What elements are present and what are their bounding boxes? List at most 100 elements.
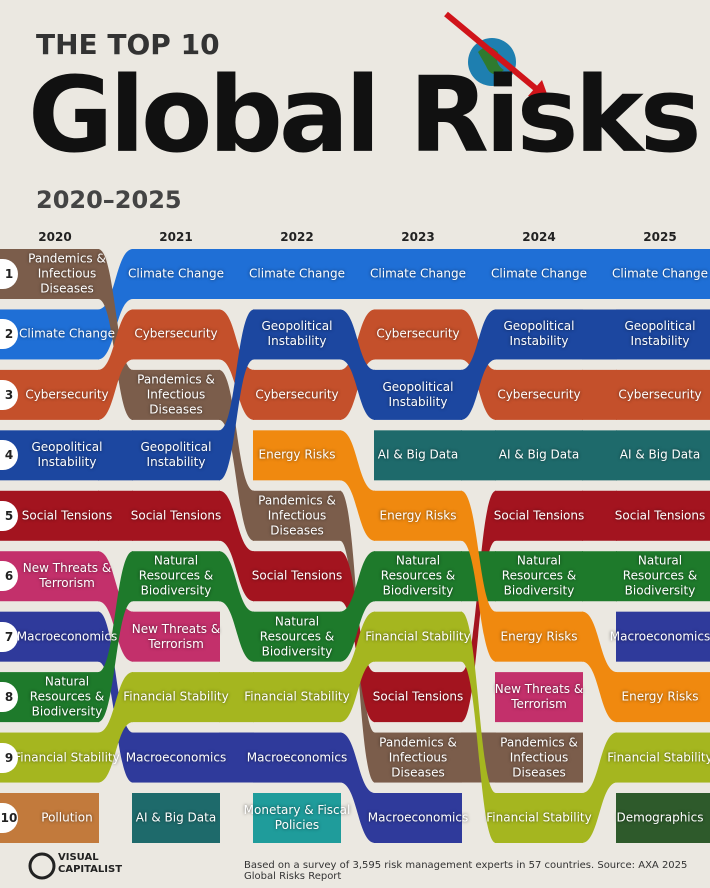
risk-label: Geopolitical Instability [382,379,454,409]
risk-connector [582,732,617,843]
risk-cell [616,369,710,420]
risk-label: Cybersecurity [25,387,109,402]
y-tick-label: 4 [0,440,18,471]
risk-label: Social Tensions [372,689,464,704]
y-tick-label: 7 [0,621,18,652]
globe-icon [444,11,550,102]
risk-label: Geopolitical Instability [624,319,696,349]
risk-label: Financial Stability [365,629,471,644]
risk-label: Pandemics & Infectious Diseases [258,493,336,538]
risk-connector [461,490,496,662]
risk-label: Social Tensions [251,568,343,583]
risk-connector [98,672,133,783]
risk-connector [582,551,617,602]
risk-connector [98,249,133,360]
risk-label: Energy Risks [379,508,457,523]
y-tick-label: 5 [0,500,18,531]
risk-cell [374,793,462,843]
y-tick-label: 6 [0,561,18,592]
risk-cell [374,309,462,360]
risk-label: Financial Stability [244,689,350,704]
risk-cell [495,249,583,299]
risk-connector [340,249,375,299]
risk-label: Social Tensions [130,508,222,523]
risk-connector [461,249,496,299]
y-tick-label: 9 [0,742,18,773]
risk-cell [616,551,710,602]
risk-connector [219,309,254,481]
risk-cell [616,249,710,299]
risk-connector [219,249,254,299]
risk-connector [98,551,133,723]
risk-label: Cybersecurity [497,387,581,402]
risk-cell [132,551,220,602]
risk-label: Climate Change [128,266,224,281]
risk-cell [253,732,341,783]
risk-cell [374,490,462,541]
risk-label: Climate Change [19,326,115,341]
risk-label: Geopolitical Instability [31,440,103,470]
risk-cell [374,672,462,723]
risk-label: New Threats & Terrorism [131,621,221,651]
risk-label: Macroeconomics [246,750,348,765]
risk-connector [340,551,375,662]
risk-label: Social Tensions [21,508,113,523]
risk-connector [219,732,254,783]
risk-cell [132,793,220,843]
risk-label: Geopolitical Instability [261,319,333,349]
risk-cell [132,309,220,360]
risk-label: AI & Big Data [377,447,459,462]
risk-label: Financial Stability [486,810,592,825]
x-tick-label: 2023 [401,230,435,244]
risk-cell [132,430,220,481]
risk-label: Social Tensions [493,508,585,523]
risk-connector [582,249,617,299]
risk-label: Social Tensions [614,508,706,523]
x-tick-label: 2024 [522,230,556,244]
risk-label: Natural Resources & Biodiversity [259,614,335,659]
risk-label: Monetary & Fiscal Policies [243,803,351,832]
x-tick-label: 2021 [159,230,193,244]
risk-cell [253,490,341,541]
risk-cell [495,611,583,662]
risk-cell [616,611,710,662]
risk-label: Natural Resources & Biodiversity [380,553,456,598]
risk-label: Financial Stability [14,750,120,765]
risk-label: Natural Resources & Biodiversity [501,553,577,598]
risk-connector [461,309,496,420]
risk-connector [98,490,133,541]
risk-label: Pandemics & Infectious Diseases [137,372,215,417]
x-tick-label: 2020 [38,230,72,244]
risk-label: Energy Risks [621,689,699,704]
risk-label: Geopolitical Instability [140,440,212,470]
risk-cell [132,611,220,662]
risk-label: Financial Stability [607,750,710,765]
risk-connector [219,309,254,420]
risk-label: Macroeconomics [125,750,227,765]
risk-label: Geopolitical Instability [503,319,575,349]
risk-label: AI & Big Data [619,447,701,462]
risk-label: AI & Big Data [135,810,217,825]
risk-label: Pandemics & Infectious Diseases [28,251,106,296]
risk-cell [253,309,341,360]
risk-connector [340,430,375,541]
y-tick-label: 2 [0,319,18,350]
risk-connector [98,430,133,481]
risk-connector [461,430,496,481]
risk-label: Financial Stability [123,689,229,704]
risk-cell [253,551,341,602]
kicker: THE TOP 10 [36,28,220,61]
risk-label: Pandemics & Infectious Diseases [379,735,457,780]
risk-label: Macroeconomics [367,810,469,825]
risk-connector [582,430,617,481]
risk-connector [98,249,133,420]
risk-label: New Threats & Terrorism [494,682,584,712]
risk-cell [495,369,583,420]
risk-label: Climate Change [491,266,587,281]
risk-cell [132,672,220,723]
risk-cell [495,430,583,481]
risk-cell [132,490,220,541]
risk-cell [374,369,462,420]
risk-cell [253,249,341,299]
